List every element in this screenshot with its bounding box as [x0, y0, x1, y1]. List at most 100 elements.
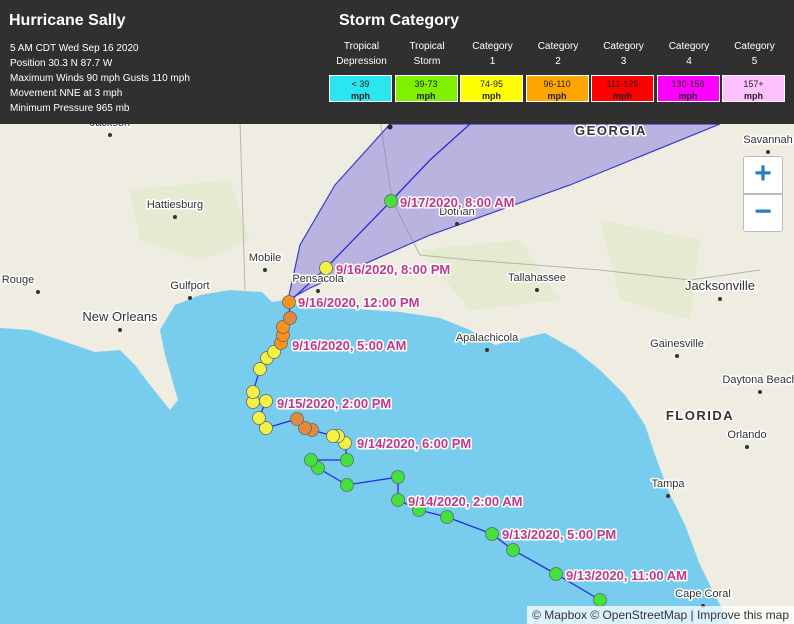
- legend-range: 111-129: [606, 79, 639, 89]
- legend-name: Depression: [336, 56, 387, 67]
- city-dot: [36, 290, 40, 294]
- city-dot: [666, 494, 670, 498]
- info-line: Maximum Winds 90 mph Gusts 110 mph: [10, 73, 190, 84]
- place-label: Tampa: [651, 478, 685, 490]
- legend-name: Storm: [413, 56, 441, 67]
- map-labels: JacksonHattiesburgMobileGulfportRougeNew…: [0, 116, 794, 608]
- place-label: Hattiesburg: [147, 199, 203, 211]
- legend-swatch: 157+ mph: [722, 75, 785, 102]
- track-point: [246, 385, 260, 399]
- track-point: [304, 453, 318, 467]
- legend-range: 96-110: [543, 79, 571, 89]
- track-label: 9/16/2020, 12:00 PM: [298, 295, 419, 310]
- city-dot: [485, 348, 489, 352]
- legend-range: < 39: [351, 79, 370, 89]
- storm-track: [246, 123, 607, 607]
- legend-swatch: 74-95 mph: [460, 75, 523, 102]
- track-point: [259, 394, 273, 408]
- info-line: Movement NNE at 3 mph: [10, 88, 123, 99]
- legend-name: Category: [472, 41, 513, 52]
- attribution: © Mapbox © OpenStreetMap | Improve this …: [527, 606, 794, 624]
- storm-info: 5 AM CDT Wed Sep 16 2020 Position 30.3 N …: [10, 41, 190, 116]
- track-label: 9/14/2020, 6:00 PM: [357, 436, 471, 451]
- place-label: Gulfport: [170, 280, 209, 292]
- legend-title: Storm Category: [339, 12, 460, 29]
- track-point: [326, 429, 340, 443]
- legend-unit: mph: [613, 91, 632, 101]
- track-point: [440, 510, 454, 524]
- legend-name: Category: [734, 41, 775, 52]
- legend-swatch: < 39 mph: [329, 75, 392, 102]
- legend-name: Category: [603, 41, 644, 52]
- legend-range: 74-95: [479, 79, 504, 89]
- track-point: [290, 412, 304, 426]
- track-point: [593, 593, 607, 607]
- legend-range: 39-73: [414, 79, 438, 89]
- legend-unit: mph: [744, 91, 763, 101]
- legend-unit: mph: [547, 91, 567, 101]
- state-label: FLORIDA: [666, 408, 734, 423]
- place-label: New Orleans: [82, 309, 158, 324]
- legend-name: Category: [537, 41, 579, 52]
- zoom-out-button[interactable]: −: [743, 194, 783, 232]
- track-point: [253, 362, 267, 376]
- legend-name: 4: [686, 56, 692, 67]
- legend-unit: mph: [482, 91, 501, 101]
- track-point: [252, 411, 266, 425]
- zoom-in-button[interactable]: +: [743, 156, 783, 194]
- state-label: GEORGIA: [575, 123, 647, 138]
- place-label: Orlando: [727, 429, 766, 441]
- info-line: 5 AM CDT Wed Sep 16 2020: [10, 43, 139, 54]
- legend-unit: mph: [678, 91, 698, 101]
- city-dot: [758, 390, 762, 394]
- track-label: 9/13/2020, 5:00 PM: [502, 527, 616, 542]
- place-label: Dothan: [439, 206, 474, 218]
- city-dot: [316, 289, 320, 293]
- legend-name: Tropical: [409, 41, 445, 52]
- legend-range: 157+: [743, 79, 764, 89]
- track-label: 9/13/2020, 11:00 AM: [566, 568, 687, 583]
- track-point: [391, 470, 405, 484]
- city-dot: [118, 328, 122, 332]
- place-label: Cape Coral: [675, 588, 731, 600]
- legend-name: Category: [668, 41, 710, 52]
- city-dot: [766, 150, 770, 154]
- city-dot: [455, 222, 459, 226]
- info-line: Position 30.3 N 87.7 W: [10, 58, 113, 69]
- track-point: [340, 478, 354, 492]
- place-label: Apalachicola: [456, 332, 519, 344]
- city-dot: [188, 296, 192, 300]
- place-label: Jacksonville: [685, 278, 755, 293]
- info-line: Minimum Pressure 965 mb: [10, 103, 130, 114]
- track-point: [319, 261, 333, 275]
- track-point: [298, 421, 312, 435]
- track-label: 9/14/2020, 2:00 AM: [408, 494, 522, 509]
- place-label: Mobile: [249, 252, 281, 264]
- legend-unit: mph: [351, 91, 370, 101]
- forecast-point: [387, 124, 393, 130]
- place-label: Rouge: [2, 274, 34, 286]
- place-label: Tallahassee: [508, 272, 566, 284]
- track-point: [485, 527, 499, 541]
- legend-name: Tropical: [343, 41, 380, 52]
- city-dot: [745, 445, 749, 449]
- legend-name: 3: [620, 56, 627, 67]
- place-label: Daytona Beach: [722, 374, 794, 386]
- legend-range: 130-156: [671, 79, 705, 89]
- city-dot: [108, 133, 112, 137]
- legend-name: 2: [555, 56, 561, 67]
- place-label: Pensacola: [292, 273, 344, 285]
- place-label: Savannah: [743, 134, 793, 146]
- legend-name: 1: [489, 56, 496, 67]
- legend-swatch: 130-156 mph: [656, 75, 720, 102]
- track-point: [340, 453, 354, 467]
- track-point: [282, 295, 296, 309]
- city-dot: [535, 288, 539, 292]
- legend-name: 5: [751, 56, 758, 67]
- track-point: [412, 503, 426, 517]
- legend-swatch: 111-129 mph: [591, 75, 654, 102]
- legend-swatch: 39-73 mph: [394, 75, 458, 102]
- track-label: 9/16/2020, 8:00 PM: [336, 262, 450, 277]
